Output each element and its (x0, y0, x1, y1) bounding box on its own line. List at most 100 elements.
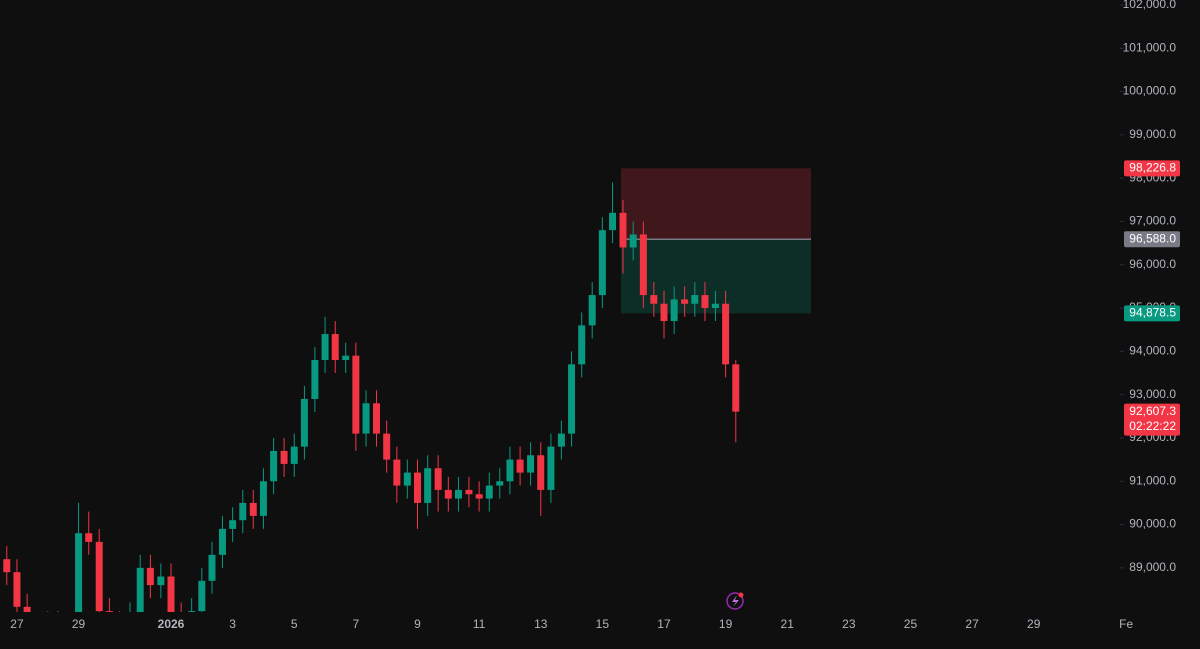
target-zone (621, 239, 811, 314)
candle-body (527, 455, 535, 473)
candle-body (701, 295, 709, 309)
candle-body (588, 295, 596, 326)
candle-body (311, 360, 319, 399)
y-tick-label: 94,000.0 (1129, 344, 1176, 358)
price-badge-label: 96,588.0 (1129, 231, 1176, 245)
candle-body (393, 459, 401, 486)
y-tick-label: 90,000.0 (1129, 517, 1176, 531)
x-tick-label: 3 (229, 617, 236, 631)
y-tick-label: 101,000.0 (1123, 40, 1177, 54)
candle-body (352, 355, 360, 434)
candle-body (342, 355, 350, 361)
candle-body (403, 472, 411, 486)
candle-body (280, 450, 288, 464)
candle-body (598, 230, 606, 296)
candle-body (239, 502, 247, 521)
x-tick-label: 13 (534, 617, 548, 631)
candle-body (229, 520, 237, 529)
candle-body (259, 481, 267, 516)
candle-body (732, 364, 740, 412)
candle-body (670, 299, 678, 322)
x-tick-label: 23 (842, 617, 856, 631)
y-tick-label: 89,000.0 (1129, 560, 1176, 574)
last-price-label: 92,607.3 (1129, 404, 1176, 418)
candle-body (619, 212, 627, 248)
candle-body (300, 398, 308, 447)
candle-body (208, 554, 216, 581)
candle-body (105, 611, 113, 612)
price-badge-label: 94,878.5 (1129, 305, 1176, 319)
y-tick-label: 93,000.0 (1129, 387, 1176, 401)
y-tick-label: 99,000.0 (1129, 127, 1176, 141)
last-price-badge (1124, 403, 1180, 436)
stop-zone (621, 168, 811, 240)
candle-body (167, 576, 175, 612)
candle-body (218, 528, 226, 555)
price-badge-label: 98,226.8 (1129, 161, 1176, 175)
candle-body (475, 494, 483, 499)
x-tick-label: 29 (72, 617, 86, 631)
candle-body (362, 403, 370, 434)
candle-body (3, 559, 11, 573)
candle-body (516, 459, 524, 473)
candle-body (454, 489, 462, 499)
price-badge (1124, 305, 1180, 322)
candle-body (434, 468, 442, 490)
x-tick-label: 27 (10, 617, 24, 631)
x-tick-label: Fe (1119, 617, 1133, 631)
candle-body (506, 459, 514, 482)
candle-body (136, 567, 144, 612)
candle-body (609, 212, 617, 231)
candle-body (373, 403, 381, 434)
candle-body (414, 472, 421, 503)
lightning-icon[interactable] (726, 592, 744, 610)
x-tick-label: 15 (596, 617, 610, 631)
candle-body (557, 433, 565, 447)
candle-body (75, 533, 83, 612)
x-tick-label: 27 (965, 617, 979, 631)
x-tick-label: 9 (414, 617, 421, 631)
candle-body (465, 489, 473, 495)
candle-body (660, 303, 668, 322)
x-tick-label: 19 (719, 617, 733, 631)
x-tick-label: 5 (291, 617, 298, 631)
candle-body (691, 295, 699, 304)
candle-body (331, 334, 339, 361)
candle-body (444, 489, 452, 499)
x-tick-label: 25 (904, 617, 918, 631)
x-tick-label: 11 (473, 617, 486, 631)
y-tick-label: 100,000.0 (1123, 84, 1177, 98)
candle-body (722, 303, 730, 365)
candle-body (249, 502, 257, 516)
candle-body (485, 485, 493, 499)
candle-body (568, 364, 576, 434)
candle-body (23, 606, 31, 612)
candle-body (578, 325, 586, 365)
candle-body (496, 481, 504, 486)
candle-body (198, 580, 206, 612)
candle-body (650, 295, 658, 304)
candle-body (146, 567, 154, 586)
candle-body (537, 455, 545, 490)
y-tick-label: 102,000.0 (1123, 0, 1177, 11)
candle-body (639, 234, 647, 296)
x-tick-label: 17 (657, 617, 671, 631)
candle-body (383, 433, 391, 460)
candle-body (629, 234, 637, 248)
candle-body (188, 611, 196, 612)
x-tick-label: 21 (781, 617, 795, 631)
candle-body (85, 533, 93, 542)
candle-body (270, 450, 278, 482)
candle-body (547, 446, 555, 490)
price-badge (1124, 231, 1180, 248)
candle-body (711, 303, 719, 309)
candle-body (95, 541, 103, 612)
candle-body (157, 576, 165, 586)
y-tick-label: 91,000.0 (1129, 473, 1176, 487)
candle-body (13, 572, 21, 607)
x-tick-label: 2026 (158, 617, 185, 631)
x-tick-label: 7 (353, 617, 360, 631)
candle-body (321, 334, 329, 361)
